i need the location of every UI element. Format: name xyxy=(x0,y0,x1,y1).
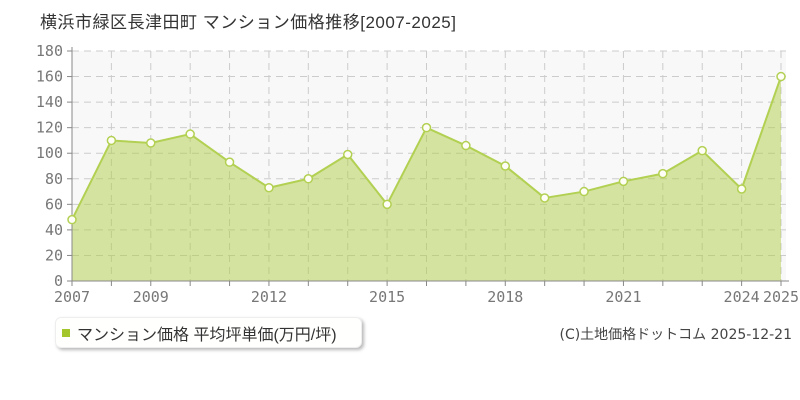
y-tick-label: 80 xyxy=(45,170,63,188)
data-point xyxy=(421,122,432,133)
y-tick-label: 160 xyxy=(36,68,63,86)
y-tick-label: 100 xyxy=(36,144,63,162)
data-point xyxy=(461,140,471,151)
y-tick-label: 0 xyxy=(54,272,63,290)
y-tick-label: 180 xyxy=(36,42,63,60)
y-tick-label: 40 xyxy=(45,221,63,239)
x-tick-label: 2012 xyxy=(251,288,287,306)
data-point xyxy=(106,135,117,146)
y-tick-label: 120 xyxy=(36,119,63,137)
y-tick-label: 140 xyxy=(36,93,63,111)
x-tick-label: 2021 xyxy=(605,288,641,306)
data-point xyxy=(539,193,550,203)
data-point xyxy=(224,157,235,167)
legend-marker-icon xyxy=(62,328,70,337)
legend-label: マンション価格 平均坪単価(万円/坪) xyxy=(77,326,337,344)
data-point xyxy=(658,168,668,179)
x-tick-label: 2025 xyxy=(763,288,799,306)
price-trend-chart: 0 20 40 60 80 100 120 140 160 180 2007 2009 2012 2015… xyxy=(36,42,799,306)
x-tick-label: 2007 xyxy=(54,288,90,306)
data-point xyxy=(500,161,511,171)
data-point xyxy=(382,199,392,210)
data-point xyxy=(579,186,589,197)
data-point xyxy=(736,184,747,194)
x-tick-label: 2009 xyxy=(133,288,169,306)
data-point xyxy=(67,214,77,225)
y-tick-label: 60 xyxy=(45,195,63,213)
data-point xyxy=(618,176,629,187)
data-point xyxy=(264,182,274,193)
data-point xyxy=(185,129,195,139)
x-tick-label: 2018 xyxy=(487,288,523,306)
data-point xyxy=(342,149,353,160)
area-fill xyxy=(72,76,781,281)
y-tick-label: 20 xyxy=(45,246,63,264)
data-point xyxy=(697,145,707,156)
copyright: (C)土地価格ドットコム 2025-12-21 xyxy=(559,327,792,343)
chart-title: 横浜市緑区長津田町 マンション価格推移[2007-2025] xyxy=(40,13,457,32)
data-point xyxy=(776,71,786,82)
data-point xyxy=(146,138,156,148)
data-point xyxy=(303,174,314,184)
legend: マンション価格 平均坪単価(万円/坪) xyxy=(55,317,362,348)
x-tick-label: 2024 xyxy=(724,288,760,306)
x-tick-label: 2015 xyxy=(369,288,405,306)
